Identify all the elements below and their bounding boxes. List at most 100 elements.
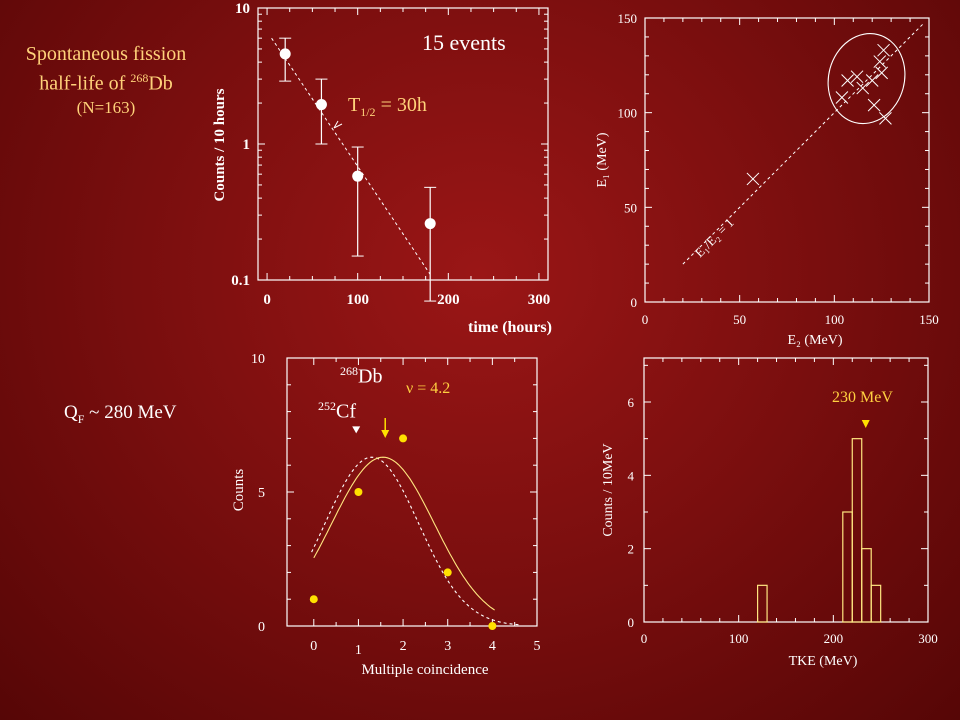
peak-marker — [861, 420, 870, 428]
plot-frame — [643, 357, 929, 623]
data-point — [877, 43, 890, 57]
db-sup: 268 — [340, 364, 358, 378]
slide-title: Spontaneous fission half-life of 268Db (… — [6, 42, 206, 120]
y-tick-label: 5 — [258, 486, 265, 501]
db-text: Db — [358, 365, 383, 388]
y-axis-label: Counts / 10MeV — [601, 443, 616, 536]
halflife-t: T — [348, 94, 361, 116]
x-tick-label: 0 — [310, 639, 317, 654]
energy-chart: 0 50 100 150 0 50 100 150 E₂ (MeV) E₁ (MeV) E₁/E₂ … — [595, 11, 939, 348]
x-axis-label: E₂ (MeV) — [787, 333, 842, 348]
x-tick-label: 0 — [263, 292, 271, 308]
y-tick-label: 0 — [628, 615, 635, 630]
data-point — [279, 48, 291, 60]
data-point — [850, 70, 864, 84]
x-tick-label: 200 — [824, 631, 844, 646]
plot-frame — [257, 7, 549, 281]
x-tick-label: 100 — [346, 292, 369, 308]
halflife-sub: 1/2 — [360, 105, 376, 119]
db-curve — [313, 456, 495, 611]
data-point — [424, 218, 436, 230]
y-tick-label: 50 — [624, 200, 637, 215]
events-label: 15 events — [422, 30, 506, 55]
x-axis-label: TKE (MeV) — [789, 654, 858, 669]
y-axis-label: E₁ (MeV) — [595, 132, 610, 187]
data-point — [856, 81, 870, 95]
y-tick-label: 0.1 — [231, 273, 250, 289]
x-tick-label: 2 — [400, 639, 407, 654]
y-tick-label: 10 — [235, 1, 250, 17]
x-tick-label: 50 — [733, 312, 746, 327]
data-point — [488, 622, 497, 630]
qf-value: ~ 280 MeV — [84, 402, 177, 423]
histogram-bar — [870, 584, 882, 623]
histogram-bar — [756, 584, 768, 623]
x-tick-label: 4 — [489, 639, 496, 654]
data-point — [315, 99, 327, 111]
title-line3: (N=163) — [76, 97, 136, 117]
plot-frame — [286, 357, 538, 627]
y-tick-label: 150 — [618, 11, 638, 26]
y-axis-label: Counts — [231, 469, 247, 512]
diagonal-label: E₁/E₂ = 1 — [692, 215, 737, 260]
plot-frame — [644, 17, 930, 303]
multiplicity-chart: 0 1 2 3 4 5 0 5 10 Multiple coincidence Counts — [231, 352, 541, 678]
x-tick-label: 300 — [528, 292, 551, 308]
cf-sup: 252 — [318, 399, 336, 413]
x-tick-label: 3 — [444, 639, 451, 654]
halflife-arrow — [333, 120, 343, 129]
data-point — [354, 488, 363, 496]
x-tick-label: 5 — [534, 639, 541, 654]
y-axis-label: Counts / 10 hours — [212, 88, 228, 201]
y-tick-label: 100 — [618, 106, 638, 121]
y-tick-label: 1 — [243, 137, 251, 153]
data-point — [309, 595, 318, 604]
data-point — [841, 74, 854, 87]
tke-chart: 0 100 200 300 0 2 4 6 TKE (MeV) Counts / 10MeV — [601, 357, 938, 669]
x-tick-label: 1 — [355, 643, 362, 658]
diagonal-line — [682, 23, 924, 265]
y-tick-label: 2 — [628, 542, 635, 557]
fit-line — [271, 37, 431, 275]
x-axis-label: time (hours) — [468, 319, 552, 336]
cluster-ellipse — [827, 33, 906, 125]
y-tick-label: 0 — [258, 620, 265, 635]
qf-label: QF ~ 280 MeV — [64, 402, 177, 427]
halflife-value: = 30h — [375, 94, 427, 116]
halflife-label: T1/2 = 30h — [348, 94, 427, 120]
x-tick-label: 100 — [729, 631, 749, 646]
cf-curve — [311, 456, 520, 626]
tke-peak-label: 230 MeV — [832, 389, 893, 406]
title-line1: Spontaneous fission — [25, 43, 187, 65]
histogram-bar — [861, 548, 872, 623]
data-point — [835, 91, 849, 104]
data-point — [867, 98, 881, 112]
x-tick-label: 100 — [825, 312, 845, 327]
decay-chart: 0 100 200 300 0.1 1 10 time (hours) Counts / 10 … — [212, 1, 552, 336]
y-tick-label: 4 — [628, 468, 635, 483]
cf-text: Cf — [336, 400, 356, 423]
data-point — [865, 74, 879, 87]
data-point — [746, 172, 760, 186]
title-line2-suffix: Db — [148, 72, 173, 95]
x-tick-label: 200 — [437, 292, 460, 308]
y-tick-label: 0 — [631, 295, 638, 310]
x-tick-label: 150 — [919, 312, 939, 327]
data-point — [875, 66, 889, 80]
data-point — [879, 111, 892, 125]
y-tick-label: 6 — [628, 395, 635, 410]
data-point — [873, 55, 887, 68]
data-point — [352, 170, 364, 182]
y-tick-label: 10 — [251, 352, 265, 367]
x-tick-label: 0 — [642, 312, 649, 327]
cf-marker — [352, 426, 361, 434]
x-tick-label: 0 — [641, 631, 648, 646]
qf-sub: F — [77, 411, 85, 426]
cf-label: 252Cf — [318, 399, 356, 424]
nu-label: ν = 4.2 — [406, 380, 451, 397]
db-label: 268Db — [340, 364, 382, 389]
histogram-bar — [851, 438, 863, 623]
db-arrowhead — [381, 430, 390, 438]
data-point — [443, 568, 452, 577]
